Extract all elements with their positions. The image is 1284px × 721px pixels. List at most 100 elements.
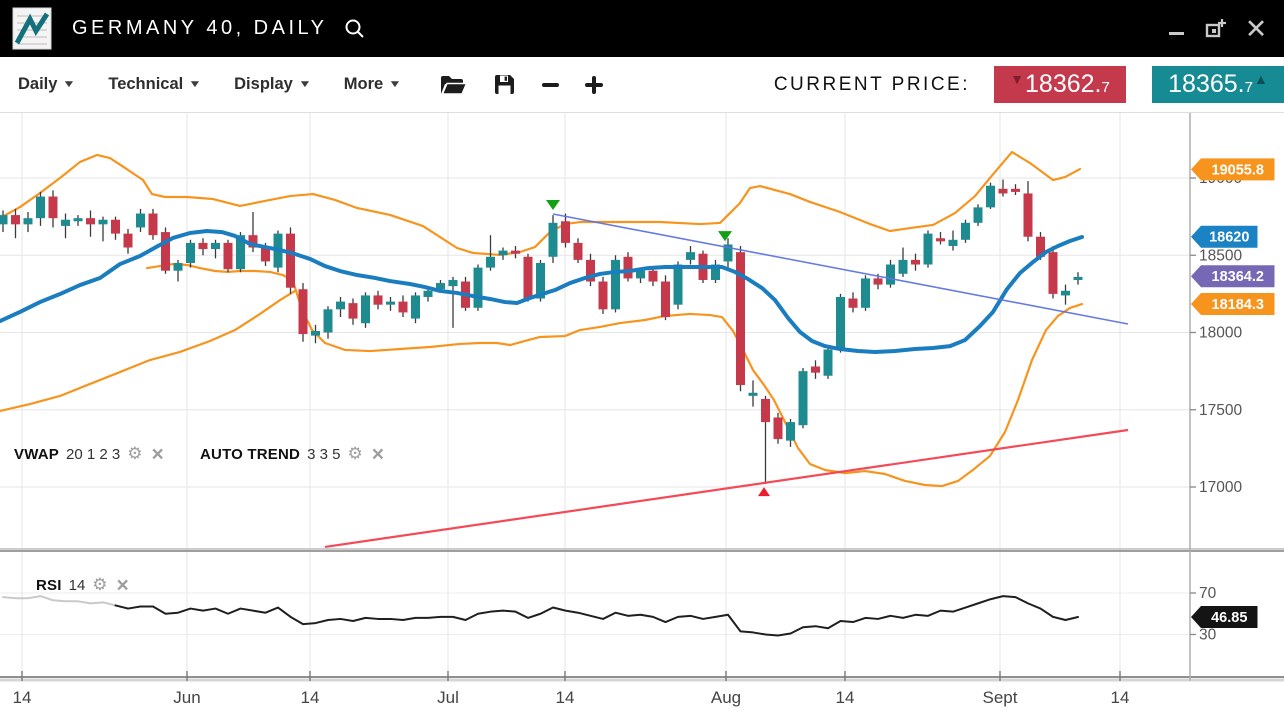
toolbar-menus: Daily ▼ Technical ▼ Display ▼ More ▼ (0, 75, 403, 94)
candle-body-up (1073, 276, 1083, 280)
candle-body-down (561, 221, 570, 243)
chevron-down-icon: ▼ (62, 79, 77, 90)
window-controls: ✕ (1164, 15, 1268, 42)
candle-body-up (73, 218, 83, 222)
candle-body-up (711, 264, 720, 280)
candle-body-down (761, 398, 770, 423)
candle-body-up (436, 283, 445, 290)
candle-body-up (386, 301, 395, 305)
candle-body-down (11, 215, 20, 225)
candle-body-down (586, 259, 595, 282)
price-tag-text: 18620 (1209, 230, 1249, 246)
auto-trend-settings-gear-icon[interactable]: ⚙ (347, 444, 363, 464)
price-tag-text: 18184.3 (1212, 297, 1264, 313)
y-axis-label: 18000 (1199, 325, 1242, 342)
candle-body-down (398, 301, 408, 313)
candle-body-up (973, 207, 983, 223)
candle-body-up (411, 295, 420, 319)
save-chart-button[interactable] (493, 73, 516, 96)
chevron-down-icon: ▼ (388, 79, 403, 90)
vwap-line (0, 228, 1084, 354)
trend-signal-down-marker (546, 200, 560, 211)
popout-button[interactable] (1204, 17, 1228, 41)
open-in-window-icon (1205, 18, 1226, 37)
candle-body-up (961, 222, 970, 240)
zoom-in-button[interactable] (585, 75, 604, 94)
candle-body-up (448, 279, 458, 287)
candle-body-up (748, 392, 758, 396)
sell-price-button[interactable]: ▼ 18362. 7 (994, 66, 1126, 103)
candle-body-down (523, 256, 533, 299)
candle-body-down (161, 232, 170, 271)
candle-body-up (236, 235, 245, 270)
minimize-button[interactable] (1164, 17, 1188, 41)
y-axis-label: 30 (1199, 627, 1217, 644)
candle-body-down (873, 278, 883, 285)
zoom-out-button[interactable] (542, 82, 560, 87)
zoom-in-icon (585, 75, 604, 94)
candle-body-down (1011, 188, 1020, 192)
minimize-icon (1168, 32, 1184, 35)
open-chart-button[interactable] (440, 74, 468, 96)
candle-body-down (811, 366, 820, 373)
candle-body-up (498, 250, 508, 256)
titlebar: GERMANY 40, DAILY ✕ (0, 0, 1284, 57)
candle-body-up (898, 259, 908, 274)
indicator-legend-auto-trend: AUTO TREND 3 3 5 ⚙ × (200, 444, 384, 465)
vwap-remove-icon[interactable]: × (151, 443, 164, 466)
rsi-line-faded (2, 595, 117, 607)
indicator-name: RSI (36, 577, 62, 594)
pane-divider[interactable] (0, 549, 1284, 553)
candle-body-up (673, 264, 683, 305)
candle-body-up (948, 239, 958, 246)
menu-daily[interactable]: Daily ▼ (18, 75, 77, 93)
candle-body-up (336, 301, 345, 310)
toolbar: Daily ▼ Technical ▼ Display ▼ More ▼ CURRENT PR… (0, 57, 1284, 113)
menu-more[interactable]: More ▼ (343, 75, 403, 93)
auto-trend-remove-icon[interactable]: × (371, 443, 384, 466)
candle-body-up (548, 222, 558, 257)
rsi-settings-gear-icon[interactable]: ⚙ (92, 575, 108, 595)
price-chart-canvas[interactable]: 14Jun14Jul14Aug14Sept1419000185001800017… (0, 113, 1284, 721)
candle-body-up (686, 252, 695, 260)
candle-body-up (798, 371, 808, 426)
candle-body-up (36, 196, 45, 219)
indicator-params: 20 1 2 3 (65, 446, 121, 463)
candle-body-up (486, 256, 495, 268)
x-axis-label: Aug (711, 688, 741, 707)
y-axis-label: 70 (1199, 585, 1217, 602)
candle-body-up (1061, 290, 1070, 296)
buy-price-button[interactable]: 18365. 7 ▲ (1152, 66, 1284, 103)
candle-body-up (173, 262, 183, 271)
candle-body-up (886, 264, 895, 285)
search-icon (345, 19, 364, 38)
candle-body-down (286, 233, 295, 288)
vwap-settings-gear-icon[interactable]: ⚙ (127, 444, 143, 464)
price-tag (1191, 293, 1275, 316)
pane-divider (0, 548, 1284, 549)
page-title: GERMANY 40, DAILY (72, 17, 328, 39)
x-axis-label: 14 (836, 688, 855, 707)
candle-body-down (998, 188, 1008, 194)
x-axis-label: 14 (13, 688, 32, 707)
candle-body-down (623, 256, 633, 279)
y-axis-label: 18500 (1199, 247, 1242, 264)
menu-technical[interactable]: Technical ▼ (108, 75, 203, 93)
indicator-legend-rsi: RSI 14 ⚙ × (36, 575, 129, 596)
candle-body-down (598, 281, 608, 310)
candle-body-down (911, 259, 920, 265)
price-up-arrow-icon: ▲ (1253, 70, 1268, 87)
candle-body-up (61, 219, 70, 226)
close-button[interactable]: ✕ (1244, 15, 1268, 42)
candle-body-down (736, 252, 745, 386)
price-tag-text: 19055.8 (1212, 162, 1264, 178)
candle-body-down (648, 270, 658, 282)
search-button[interactable] (344, 18, 366, 40)
indicator-params: 14 (68, 577, 86, 594)
trend-signal-down-marker (718, 231, 732, 242)
menu-display[interactable]: Display ▼ (234, 75, 312, 93)
rsi-remove-icon[interactable]: × (116, 574, 129, 597)
candle-body-up (211, 242, 220, 250)
candle-body-up (611, 259, 620, 310)
indicator-name: AUTO TREND (200, 446, 301, 463)
